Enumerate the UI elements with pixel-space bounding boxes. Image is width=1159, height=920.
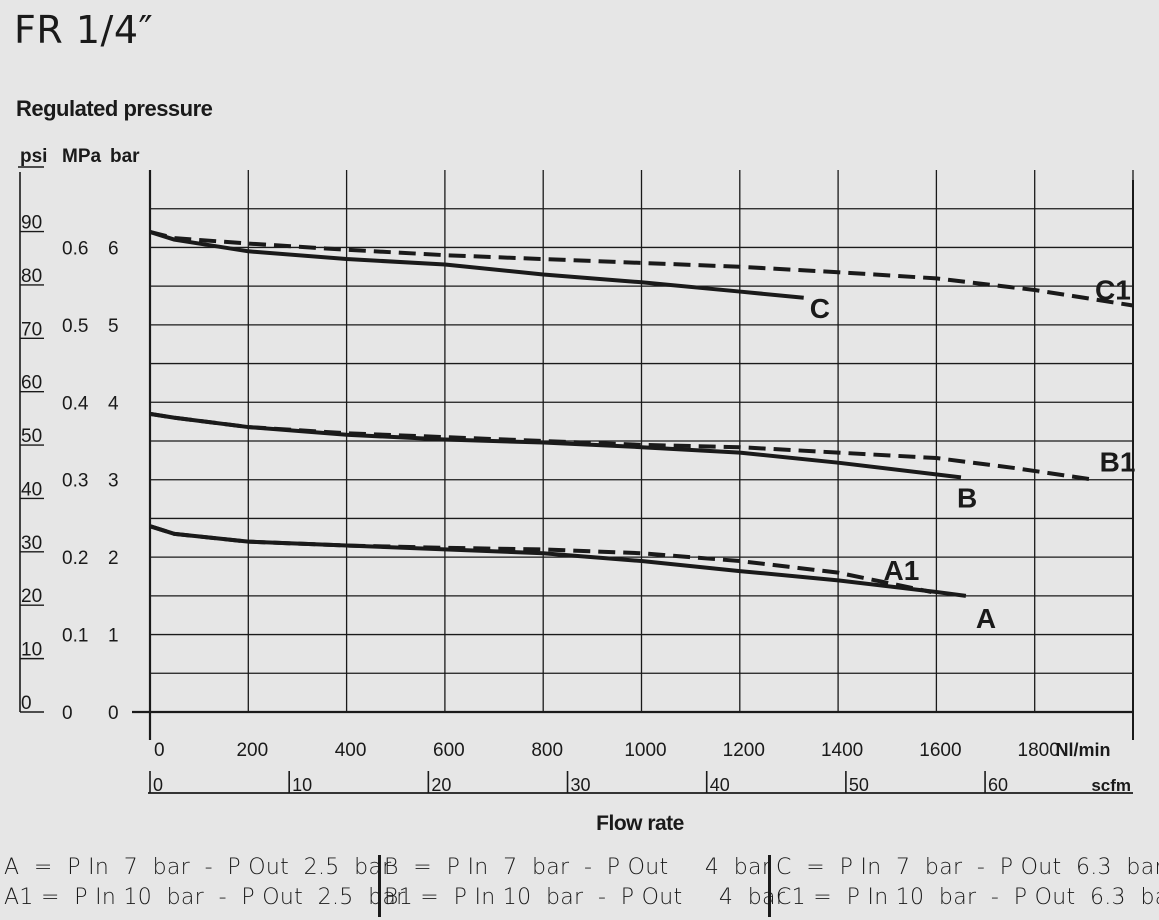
psi-tick-label: 50	[21, 426, 42, 447]
x-tick-label: 400	[335, 740, 367, 761]
curve-label-a: A	[976, 603, 996, 634]
chart-title: FR 1/4″	[14, 8, 154, 52]
scfm-tick-label: 50	[849, 775, 869, 795]
psi-tick-label: 90	[21, 213, 42, 234]
mpa-tick-label: 0.5	[62, 316, 88, 337]
legend-column-b: B = P In 7 bar - P Out 4 bar B1 = P In 1…	[384, 853, 786, 920]
scfm-unit-label: scfm	[1091, 776, 1131, 795]
legend-column-a: A = P In 7 bar - P Out 2.5 bar A1 = P In…	[4, 853, 406, 920]
curve-label-b: B	[957, 482, 977, 513]
scfm-tick-label: 60	[988, 775, 1008, 795]
psi-tick-label: 80	[21, 266, 42, 287]
psi-tick-label: 20	[21, 586, 42, 607]
mpa-tick-label: 0.1	[62, 626, 88, 647]
legend-column-c: C = P In 7 bar - P Out 6.3 bar C1 = P In…	[776, 853, 1159, 920]
x-tick-label: 1000	[624, 740, 666, 761]
x-tick-label: 0	[154, 740, 165, 761]
bar-tick-label: 5	[108, 316, 119, 337]
curve-label-a1: A1	[883, 555, 919, 586]
x-unit-label: Nl/min	[1055, 740, 1110, 760]
curve-label-c1: C1	[1095, 275, 1131, 306]
bar-tick-label: 6	[108, 238, 119, 259]
y-unit-psi: psi	[20, 146, 47, 167]
legend-entry-c: C = P In 7 bar - P Out 6.3 bar	[776, 855, 1159, 880]
pressure-flow-chart: psi MPa bar010203040506070809000.10.20.30.…	[18, 146, 1136, 795]
series-line-b	[149, 411, 962, 480]
psi-tick-label: 70	[21, 319, 42, 340]
bar-tick-label: 2	[108, 548, 119, 569]
scfm-tick-label: 30	[571, 775, 591, 795]
scfm-tick-label: 10	[292, 775, 312, 795]
legend-entry-c1: C1 = P In 10 bar - P Out 6.3 bar	[776, 885, 1159, 910]
x-tick-label: 1600	[919, 740, 961, 761]
mpa-tick-label: 0.4	[62, 393, 89, 414]
psi-tick-label: 40	[21, 479, 42, 500]
x-axis-title: Flow rate	[596, 812, 684, 835]
psi-tick-label: 60	[21, 373, 42, 394]
series-line-b1	[149, 411, 1094, 482]
scfm-tick-label: 0	[153, 775, 163, 795]
mpa-tick-label: 0.2	[62, 548, 88, 569]
legend-divider	[378, 855, 381, 917]
x-tick-label: 1200	[723, 740, 765, 761]
series-line-a1	[149, 524, 932, 594]
bar-tick-label: 1	[108, 626, 119, 647]
x-tick-label: 1800	[1018, 740, 1060, 761]
bar-tick-label: 4	[108, 393, 119, 414]
legend-entry-b1: B1 = P In 10 bar - P Out 4 bar	[384, 885, 786, 910]
mpa-tick-label: 0	[62, 703, 73, 724]
legend-entry-a: A = P In 7 bar - P Out 2.5 bar	[4, 855, 392, 880]
legend-entry-a1: A1 = P In 10 bar - P Out 2.5 bar	[4, 885, 406, 910]
y-unit-bar: bar	[110, 146, 140, 167]
legend-divider	[768, 855, 771, 917]
curve-label-c: C	[810, 293, 830, 324]
x-tick-label: 800	[531, 740, 563, 761]
x-tick-label: 1400	[821, 740, 863, 761]
x-tick-label: 200	[236, 740, 268, 761]
legend-table: A = P In 7 bar - P Out 2.5 bar A1 = P In…	[0, 853, 1159, 920]
series-line-c	[149, 230, 804, 300]
psi-tick-label: 0	[21, 693, 32, 714]
y-axis-title: Regulated pressure	[16, 96, 213, 121]
psi-tick-label: 10	[21, 640, 42, 661]
y-unit-mpa: MPa	[62, 146, 102, 167]
psi-tick-label: 30	[21, 533, 42, 554]
mpa-tick-label: 0.3	[62, 471, 88, 492]
mpa-tick-label: 0.6	[62, 238, 88, 259]
legend-entry-b: B = P In 7 bar - P Out 4 bar	[384, 855, 772, 880]
bar-tick-label: 3	[108, 471, 119, 492]
bar-tick-label: 0	[108, 703, 119, 724]
scfm-tick-label: 40	[710, 775, 730, 795]
series-line-c1	[149, 230, 1134, 308]
scfm-tick-label: 20	[431, 775, 451, 795]
curve-label-b1: B1	[1100, 447, 1136, 478]
series-line-a	[149, 524, 967, 598]
x-tick-label: 600	[433, 740, 465, 761]
